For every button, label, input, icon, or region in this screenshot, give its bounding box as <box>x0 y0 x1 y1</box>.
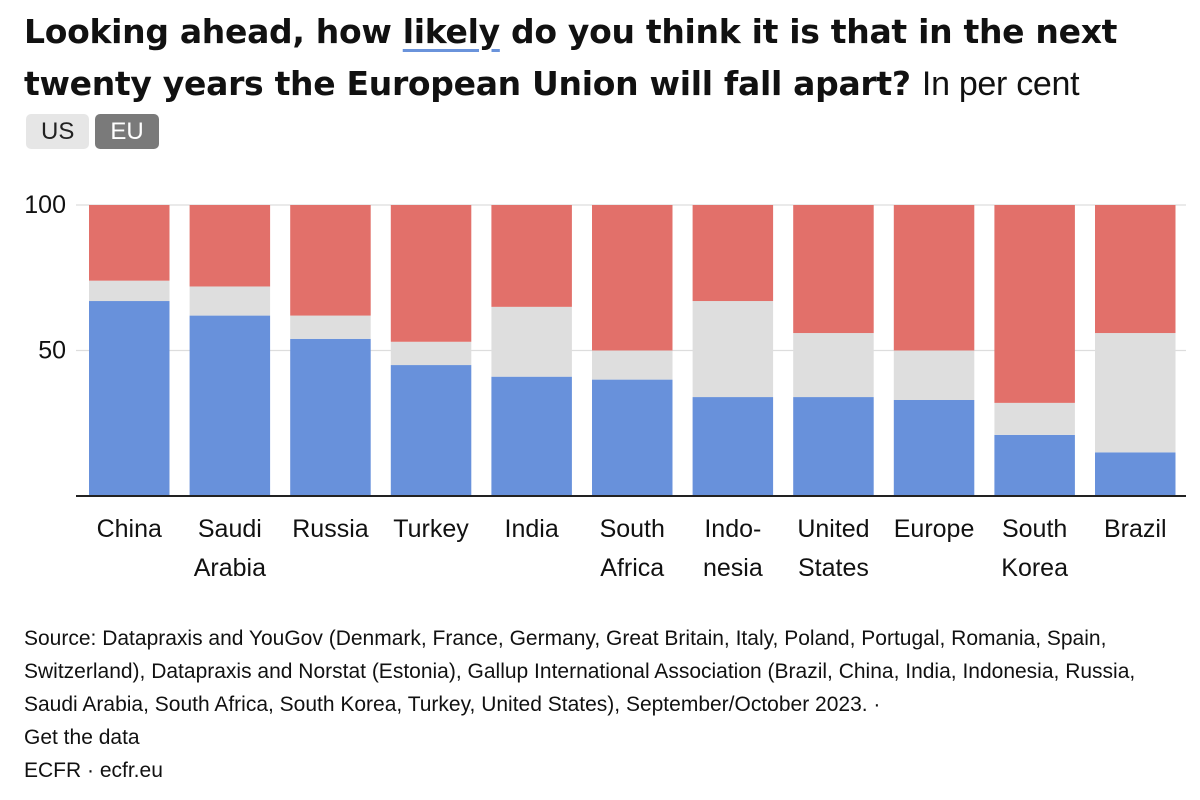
bar-segment-likely[interactable] <box>290 338 371 496</box>
title-highlight-likely: likely <box>402 12 500 51</box>
category-labels: China Saudi Arabia Russia Turkey India South Af… <box>97 515 1167 582</box>
category-label-line: Arabia <box>194 554 266 582</box>
category-label: South Africa <box>600 515 665 582</box>
bar-segment-neither[interactable] <box>793 333 874 398</box>
bar-segment-unlikely[interactable] <box>692 205 774 302</box>
bar-segment-unlikely[interactable] <box>893 205 975 351</box>
category-label: Russia <box>292 515 369 543</box>
category-label: South Korea <box>1001 515 1068 582</box>
y-tick-label: 100 <box>24 191 66 219</box>
category-label-line: China <box>97 515 162 543</box>
category-label: China <box>97 515 162 543</box>
bar-segment-likely[interactable] <box>1095 452 1176 496</box>
category-label-line: United <box>797 515 869 543</box>
bar-segment-unlikely[interactable] <box>491 205 572 307</box>
toggle-us-button[interactable]: US <box>26 114 90 149</box>
bar-segment-likely[interactable] <box>793 397 874 496</box>
bar-segment-neither[interactable] <box>189 286 271 316</box>
category-label-line: India <box>505 515 559 543</box>
bar-segment-unlikely[interactable] <box>390 205 472 342</box>
bar-segment-likely[interactable] <box>692 397 774 496</box>
bar-segment-neither[interactable] <box>893 350 975 400</box>
category-label: Indo-nesia <box>703 515 763 582</box>
category-label-line: States <box>798 554 869 582</box>
category-label: Europe <box>894 515 975 543</box>
bar-segment-unlikely[interactable] <box>89 205 170 281</box>
bar-segment-likely[interactable] <box>893 399 975 496</box>
category-label: Turkey <box>393 515 469 543</box>
bar-segment-neither[interactable] <box>290 315 371 339</box>
category-label-line: Saudi <box>198 515 262 543</box>
category-label: Saudi Arabia <box>194 515 266 582</box>
y-tick-label: 50 <box>38 337 66 365</box>
stacked-bar-chart: 50 100 China Saudi Arabia Russia Turkey India S… <box>24 191 1186 582</box>
bar-segment-unlikely[interactable] <box>592 205 673 351</box>
category-label-line: Indo- <box>704 515 761 543</box>
bar-segment-unlikely[interactable] <box>994 205 1075 403</box>
toggle-eu-button[interactable]: EU <box>95 114 159 149</box>
bar-segment-neither[interactable] <box>390 341 472 366</box>
category-label-line: Africa <box>600 554 664 582</box>
region-toggle-group: US EU <box>26 114 159 149</box>
credit-text: ECFR · ecfr.eu <box>24 759 163 782</box>
chart-title: Looking ahead, how likely do you think i… <box>24 6 1184 110</box>
bar-segment-likely[interactable] <box>994 434 1075 496</box>
bar-segment-neither[interactable] <box>491 306 572 377</box>
category-label-line: Turkey <box>393 515 469 543</box>
source-text: Source: Datapraxis and YouGov (Denmark, … <box>24 627 1136 716</box>
bar-segment-neither[interactable] <box>89 280 170 302</box>
bar-segment-neither[interactable] <box>1095 333 1176 453</box>
category-label: Brazil <box>1104 515 1167 543</box>
bar-segment-unlikely[interactable] <box>1095 205 1176 334</box>
bar-segment-likely[interactable] <box>189 315 271 496</box>
bar-segment-unlikely[interactable] <box>189 205 271 287</box>
bar-segment-likely[interactable] <box>390 365 472 496</box>
category-label-line: Korea <box>1001 554 1068 582</box>
bar-segment-likely[interactable] <box>491 376 572 496</box>
category-label: India <box>505 515 559 543</box>
bars <box>89 205 1176 496</box>
bar-segment-neither[interactable] <box>592 350 673 380</box>
category-label: United States <box>797 515 869 582</box>
source-footer: Source: Datapraxis and YouGov (Denmark, … <box>24 622 1184 787</box>
bar-segment-neither[interactable] <box>692 301 774 398</box>
category-label-line: South <box>1002 515 1067 543</box>
bar-segment-unlikely[interactable] <box>793 205 874 334</box>
category-label-line: Russia <box>292 515 369 543</box>
chart-subtitle: In per cent <box>921 65 1080 103</box>
category-label-line: South <box>600 515 665 543</box>
bar-segment-unlikely[interactable] <box>290 205 371 316</box>
bar-segment-likely[interactable] <box>592 379 673 496</box>
bar-segment-likely[interactable] <box>89 301 170 496</box>
title-text-end: do you think it is that in the next twen… <box>24 12 1118 103</box>
category-label-line: Europe <box>894 515 975 543</box>
category-label-line: nesia <box>703 554 763 582</box>
bar-segment-neither[interactable] <box>994 402 1075 435</box>
get-data-link[interactable]: Get the data <box>24 726 140 749</box>
title-text-start: Looking ahead, how <box>24 12 403 51</box>
axis: 50 100 <box>24 191 1186 497</box>
category-label-line: Brazil <box>1104 515 1167 543</box>
